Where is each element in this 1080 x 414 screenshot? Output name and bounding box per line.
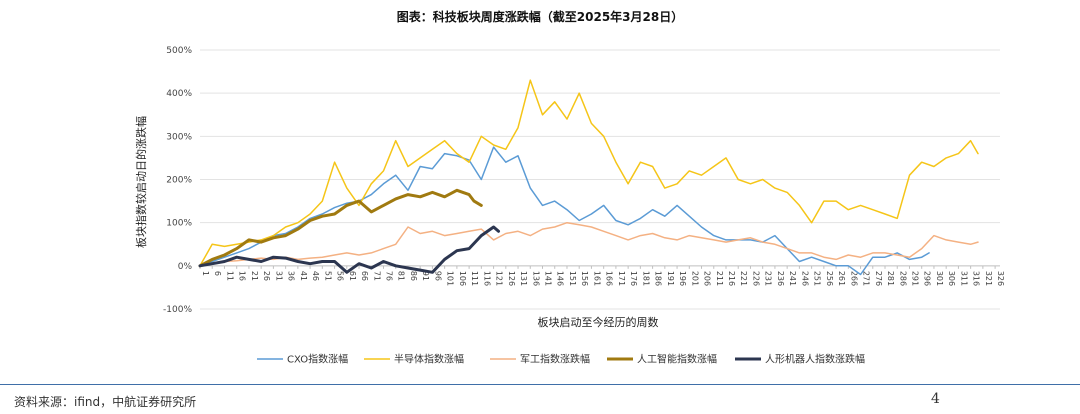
x-tick-label: 151	[568, 271, 577, 286]
x-tick-label: 161	[592, 271, 601, 286]
x-tick-label: 41	[299, 271, 308, 281]
x-tick-label: 281	[886, 271, 895, 286]
series-line-3	[199, 221, 979, 267]
y-tick-label: -100%	[163, 305, 192, 315]
footer-divider	[0, 384, 1080, 385]
series-line-5	[198, 225, 500, 274]
y-tick-labels: -100% 0% 100% 200% 300% 400% 500%	[163, 46, 192, 315]
line-chart: -100%0%100%200%300%400%500% 1 6 11 16 21 26 31…	[134, 46, 1005, 366]
x-tick-label: 156	[580, 271, 589, 286]
x-tick-label: 121	[495, 271, 504, 286]
x-tick-label: 176	[629, 271, 638, 286]
series-lines	[198, 79, 979, 276]
x-tick-label: 191	[666, 271, 675, 286]
x-tick-label: 261	[837, 271, 846, 286]
x-tick-label: 81	[397, 271, 406, 281]
x-tick-label: 71	[372, 271, 381, 281]
y-tick-label: 500%	[166, 46, 192, 56]
x-tick-label: 236	[776, 271, 785, 286]
legend-label: 军工指数涨跌幅	[520, 353, 590, 366]
x-tick-label: 36	[287, 271, 296, 281]
x-tick-label: 246	[800, 271, 809, 286]
y-tick-label: 300%	[166, 132, 192, 142]
x-tick-label: 31	[274, 271, 283, 281]
x-tick-label: 101	[446, 271, 455, 286]
x-tick-label: 291	[910, 271, 919, 286]
x-tick-label: 11	[225, 271, 234, 281]
x-tick-label: 321	[984, 271, 993, 286]
chart-title: 图表：科技板块周度涨跌幅（截至2025年3月28日）	[396, 10, 684, 24]
x-tick-label: 66	[360, 271, 369, 281]
x-tick-label: 256	[825, 271, 834, 286]
y-tick-label: 100%	[166, 219, 192, 229]
x-axis-label: 板块启动至今经历的周数	[538, 315, 659, 329]
x-tick-label: 106	[458, 271, 467, 286]
x-tick-label: 61	[348, 271, 357, 281]
x-tick-label: 6	[213, 271, 222, 276]
x-tick-label: 276	[874, 271, 883, 286]
x-tick-label: 306	[947, 271, 956, 286]
x-tick-label: 196	[678, 271, 687, 286]
legend-label: 人工智能指数涨幅	[637, 353, 717, 366]
series-line-1	[199, 146, 930, 276]
x-tick-label: 56	[336, 271, 345, 281]
x-tick-label: 136	[531, 271, 540, 286]
x-tick-label: 221	[739, 271, 748, 286]
x-tick-label: 131	[519, 271, 528, 286]
legend: CXO指数涨幅 半导体指数涨幅 军工指数涨跌幅 人工智能指数涨幅 人形机器人指数涨跌幅	[257, 353, 865, 366]
x-tick-label: 171	[617, 271, 626, 286]
x-tick-label: 251	[813, 271, 822, 286]
x-tick-label: 96	[433, 271, 442, 281]
x-tick-label: 166	[605, 271, 614, 286]
x-tick-label: 316	[972, 271, 981, 286]
x-tick-label: 51	[323, 271, 332, 281]
legend-label: CXO指数涨幅	[287, 353, 348, 366]
x-tick-label: 141	[544, 271, 553, 286]
x-tick-label: 271	[862, 271, 871, 286]
x-tick-label: 206	[703, 271, 712, 286]
series-line-2	[199, 79, 979, 267]
x-tick-label: 181	[641, 271, 650, 286]
x-tick-label: 26	[262, 271, 271, 281]
x-tick-label: 146	[556, 271, 565, 286]
x-tick-label: 216	[727, 271, 736, 286]
series-line-4	[198, 188, 483, 268]
x-tick-label: 86	[409, 271, 418, 281]
page-number: 4	[931, 391, 940, 407]
x-tick-label: 301	[935, 271, 944, 286]
x-tick-label: 16	[238, 271, 247, 281]
x-tick-label: 266	[849, 271, 858, 286]
x-tick-label: 231	[764, 271, 773, 286]
x-tick-label: 76	[384, 271, 393, 281]
y-axis-label: 板块指数较启动日的涨跌幅	[134, 116, 148, 248]
source-note: 资料来源：ifind，中航证券研究所	[14, 395, 197, 409]
x-tick-label: 186	[654, 271, 663, 286]
x-tick-label: 286	[898, 271, 907, 286]
x-tick-label: 226	[751, 271, 760, 286]
x-tick-label: 1	[201, 271, 210, 276]
x-tick-label: 116	[482, 271, 491, 286]
y-tick-label: 200%	[166, 176, 192, 186]
legend-label: 半导体指数涨幅	[394, 353, 464, 366]
x-tick-label: 21	[250, 271, 259, 281]
x-tick-label: 91	[421, 271, 430, 281]
x-tick-label: 241	[788, 271, 797, 286]
legend-label: 人形机器人指数涨跌幅	[765, 353, 865, 366]
y-tick-label: 400%	[166, 89, 192, 99]
gridlines	[200, 49, 1000, 310]
x-tick-label: 111	[470, 271, 479, 286]
x-tick-label: 126	[507, 271, 516, 286]
y-tick-label: 0%	[178, 262, 193, 272]
x-tick-label: 326	[996, 271, 1005, 286]
x-tick-labels: 1 6 11 16 21 26 31 36 41 46 51 56 61 66 71 76 81 86 91 96 10…	[199, 265, 1005, 286]
x-tick-label: 211	[715, 271, 724, 286]
x-tick-label: 296	[923, 271, 932, 286]
x-tick-label: 201	[690, 271, 699, 286]
x-tick-label: 46	[311, 271, 320, 281]
x-tick-label: 311	[959, 271, 968, 286]
